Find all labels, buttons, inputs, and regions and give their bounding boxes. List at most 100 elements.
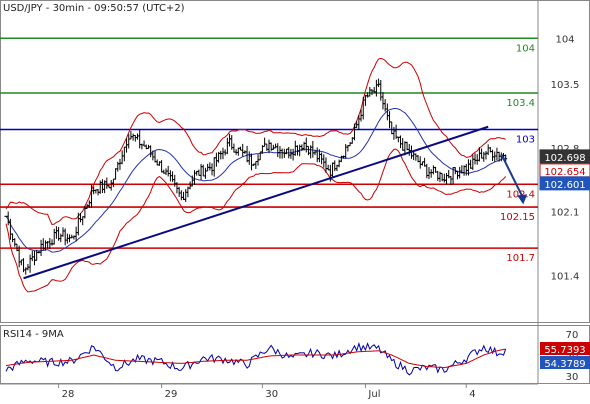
price-bar (418, 156, 422, 169)
forecast-arrow-shaft (500, 153, 525, 199)
rsi-tag-box (540, 356, 590, 370)
price-bar (177, 186, 181, 197)
rsi-line (5, 341, 507, 376)
price-bar (344, 143, 348, 159)
price-bar (197, 169, 201, 176)
price-bar (236, 147, 240, 156)
price-bar (276, 143, 280, 158)
price-bar (388, 111, 392, 129)
forecast-arrow-head (517, 194, 528, 205)
rsi-axis-tick-label: 30 (566, 372, 579, 383)
price-bar (59, 233, 63, 243)
price-bar (423, 157, 427, 167)
price-bar (142, 140, 146, 147)
level-label: 101.7 (506, 253, 535, 264)
price-bar (179, 190, 183, 201)
price-bar (221, 147, 225, 160)
price-bar (214, 152, 218, 167)
price-bar (223, 149, 227, 156)
price-tag-lower-box (539, 176, 590, 191)
time-axis-tick-label: 30 (265, 389, 278, 400)
price-bar (153, 150, 157, 163)
price-axis-tick-label: 102.8 (551, 144, 580, 155)
price-bar (140, 143, 144, 150)
price-bar (311, 140, 315, 158)
price-bar (267, 139, 271, 154)
bollinger-upper-band (5, 57, 506, 226)
price-bar (171, 171, 175, 182)
time-axis-tick-label: 29 (165, 389, 178, 400)
price-bar (414, 153, 418, 161)
price-tag-upper: 102.698 (539, 149, 590, 164)
price-bar (120, 150, 124, 165)
price-bar (313, 150, 317, 156)
price-bar (138, 129, 142, 149)
price-bar (306, 145, 310, 156)
price-bar (133, 135, 137, 142)
price-axis-tick-label: 102.1 (551, 208, 580, 219)
price-bar (320, 152, 324, 165)
time-axis-tick-label: 4 (469, 389, 475, 400)
price-bar (390, 121, 394, 135)
price-tag-lower: 102.601 (539, 176, 590, 191)
price-bar (399, 135, 402, 149)
price-bar (374, 79, 378, 97)
price-bar (464, 163, 468, 176)
price-bar (184, 189, 188, 203)
price-bar (74, 226, 78, 242)
price-bar (436, 170, 440, 181)
price-axis-tick-label: 103.5 (551, 80, 580, 91)
time-axis-tick-label: 28 (62, 389, 75, 400)
price-bar (61, 227, 65, 237)
price-bar (81, 216, 85, 226)
price-bar (263, 137, 267, 147)
price-bar (35, 249, 39, 261)
price-bar (377, 78, 381, 88)
moving-average-line (5, 108, 506, 253)
price-bar (50, 239, 54, 246)
ascending-trendline (23, 125, 489, 280)
price-bar (17, 245, 21, 268)
price-axis-tick-label: 101.4 (551, 272, 580, 283)
price-bar (182, 191, 186, 201)
price-bar (491, 149, 495, 161)
price-bar (274, 143, 278, 149)
price-bar (348, 142, 352, 147)
price-bar (249, 153, 253, 171)
price-bar (13, 238, 17, 247)
price-bar (63, 228, 67, 246)
price-bar (315, 147, 319, 163)
price-bar (401, 137, 405, 151)
time-axis-tick-label: Jul (367, 389, 380, 400)
price-bar (280, 148, 284, 159)
rsi-ma-tag-box (540, 342, 590, 356)
price-bar (103, 180, 107, 194)
rsi-ma-tag: 55.7393 (540, 342, 590, 356)
price-bar (70, 234, 74, 239)
price-bar (254, 160, 258, 169)
price-tag-middle-text: 102.654 (544, 167, 585, 178)
price-bar (212, 157, 216, 177)
level-label: 104 (516, 43, 535, 54)
price-bar (210, 163, 214, 176)
price-bar (493, 151, 497, 162)
price-bar (352, 123, 356, 141)
price-bar (431, 165, 435, 175)
price-bar (109, 180, 113, 191)
rsi-ma-line (5, 348, 506, 369)
price-bar (331, 162, 335, 179)
price-bar (445, 173, 449, 185)
price-bar (118, 158, 122, 170)
price-bar (54, 226, 58, 239)
price-bar (241, 143, 245, 157)
rsi-title: RSI14 - 9MA (3, 329, 64, 340)
price-bar (442, 173, 446, 183)
price-bar (293, 140, 297, 156)
price-bar (429, 169, 433, 178)
price-bar (203, 167, 207, 179)
price-bar (471, 154, 475, 170)
price-bar (19, 259, 23, 266)
price-bar (383, 99, 387, 112)
price-panel-frame (0, 0, 590, 323)
